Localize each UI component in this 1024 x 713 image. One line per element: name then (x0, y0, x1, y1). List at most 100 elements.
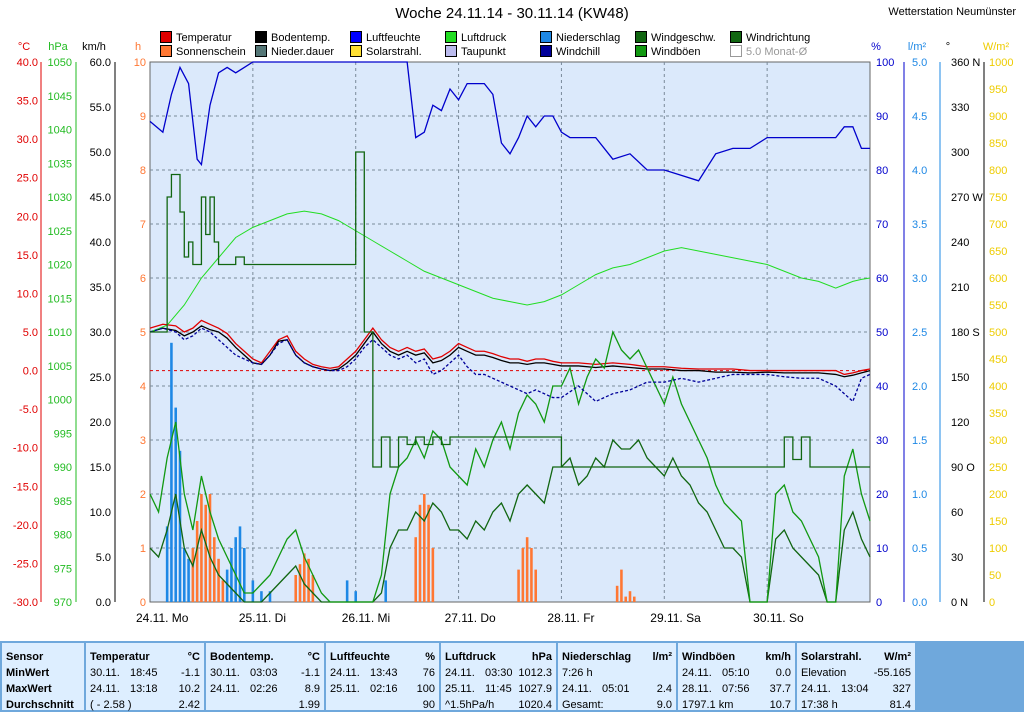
legend-item: Niederschlag (540, 31, 620, 45)
solar-axis-tick: 500 (989, 327, 1007, 339)
solar-axis-tick: 750 (989, 192, 1007, 204)
bar-niederschlag (165, 526, 169, 602)
hours-axis-tick: 2 (140, 489, 146, 501)
hours-axis-tick: 7 (140, 219, 146, 231)
pressure-axis-tick: 985 (54, 496, 72, 508)
humidity-axis-tick: 20 (876, 489, 888, 501)
stats-cell-date: 24.11. (90, 683, 120, 695)
stats-cell-time: 13:04 (841, 683, 869, 695)
bar-niederschlag (187, 558, 190, 602)
hours-axis-tick: 4 (140, 381, 146, 393)
stats-cell-date: 24.11. (562, 683, 592, 695)
wind-axis-tick: 60.0 (90, 57, 111, 69)
bar-sonnenschein (418, 504, 422, 602)
stats-cell-date: 24.11. (445, 667, 475, 679)
direction-axis-tick: 270 W (951, 192, 983, 204)
stats-cell-value: 37.7 (769, 683, 791, 695)
hours-axis-tick: 5 (140, 327, 146, 339)
pressure-axis-tick: 1015 (48, 293, 72, 305)
wind-axis-tick: 0.0 (96, 597, 111, 609)
legend-item: Sonnenschein (160, 45, 246, 59)
pressure-axis-tick: 975 (54, 563, 72, 575)
pressure-axis-unit: hPa (48, 41, 68, 53)
solar-axis-tick: 800 (989, 165, 1007, 177)
humidity-axis-tick: 80 (876, 165, 888, 177)
legend-swatch (730, 31, 742, 43)
solar-axis-unit: W/m² (983, 41, 1010, 53)
bar-niederschlag (230, 548, 233, 602)
solar-axis-tick: 400 (989, 381, 1007, 393)
bar-sonnenschein (624, 596, 627, 602)
legend-label: Sonnenschein (176, 46, 246, 58)
wind-axis-tick: 55.0 (90, 102, 111, 114)
direction-axis-tick: 360 N (951, 57, 980, 69)
wind-axis-tick: 50.0 (90, 147, 111, 159)
direction-axis-tick: 90 O (951, 462, 975, 474)
pressure-axis-tick: 1000 (48, 395, 72, 407)
rain-axis-tick: 5.0 (912, 57, 927, 69)
rain-axis-tick: 1.5 (912, 435, 927, 447)
wind-axis-tick: 45.0 (90, 192, 111, 204)
solar-axis-tick: 50 (989, 570, 1001, 582)
bar-sonnenschein (530, 548, 533, 602)
stats-cell-date: 25.11. (330, 683, 360, 695)
stats-cell-time: 02:26 (250, 683, 278, 695)
legend-label: Bodentemp. (271, 32, 331, 44)
bar-niederschlag (178, 450, 182, 602)
temp-axis-tick: 30.0 (17, 134, 38, 146)
stats-cell-date: 25.11. (445, 683, 475, 695)
wind-axis-tick: 20.0 (90, 417, 111, 429)
legend-item: Luftdruck (445, 31, 506, 45)
solar-axis-tick: 950 (989, 84, 1007, 96)
stats-cell-time: 05:10 (722, 667, 750, 679)
wind-axis-tick: 40.0 (90, 237, 111, 249)
stats-column-unit: °C (187, 651, 200, 663)
legend-label: Windchill (556, 46, 601, 58)
stats-column-unit: l/m² (652, 651, 672, 663)
stats-cell-time: 03:03 (250, 667, 278, 679)
stats-cell-value: 76 (422, 667, 435, 679)
pressure-axis-tick: 980 (54, 530, 72, 542)
stats-cell-value: 327 (892, 683, 911, 695)
temp-axis-tick: -20.0 (13, 520, 38, 532)
bar-sonnenschein (303, 553, 306, 602)
wind-axis-tick: 5.0 (96, 552, 111, 564)
rain-axis-tick: 0.5 (912, 543, 927, 555)
solar-axis-tick: 0 (989, 597, 995, 609)
hours-axis-tick: 3 (140, 435, 146, 447)
pressure-axis-tick: 970 (54, 597, 72, 609)
stats-column-title: Solarstrahl. (801, 651, 862, 663)
hours-axis-tick: 10 (134, 57, 146, 69)
direction-axis-unit: ° (946, 41, 950, 53)
bar-sonnenschein (311, 575, 315, 602)
humidity-axis-tick: 100 (876, 57, 894, 69)
solar-axis-tick: 200 (989, 489, 1007, 501)
x-tick-label: 25.11. Di (239, 611, 286, 625)
x-tick-label: 29.11. Sa (650, 611, 701, 625)
bar-niederschlag (234, 537, 237, 602)
hours-axis-tick: 0 (140, 597, 146, 609)
series-temperatur (149, 319, 871, 376)
bar-niederschlag (345, 580, 349, 602)
stats-cell-time: 05:01 (602, 683, 630, 695)
hours-axis-tick: 1 (140, 543, 146, 555)
series-luftfeuchte (149, 61, 870, 182)
temp-axis-tick: -15.0 (13, 481, 38, 493)
pressure-axis-tick: 1005 (48, 361, 72, 373)
bar-niederschlag (238, 526, 242, 602)
temp-axis-tick: 20.0 (17, 211, 38, 223)
wind-axis-tick: 15.0 (90, 462, 111, 474)
stats-cell-value: 1020.4 (518, 699, 552, 711)
stats-cell-value: -1.1 (301, 667, 320, 679)
direction-axis-tick: 150 (951, 372, 969, 384)
pressure-axis-tick: 1050 (48, 57, 72, 69)
stats-cell-date: 24.11. (801, 683, 831, 695)
bar-sonnenschein (191, 548, 195, 602)
solar-axis-tick: 150 (989, 516, 1007, 528)
stats-column: Windböen km/h 24.11. 05:10 0.0 28.11. 07:56 37.… (678, 643, 795, 711)
temp-axis-tick: 15.0 (17, 250, 38, 262)
stats-column-title: Bodentemp. (210, 651, 274, 663)
legend-swatch (160, 45, 172, 57)
stats-column-unit: % (425, 651, 435, 663)
rain-axis-tick: 1.0 (912, 489, 927, 501)
